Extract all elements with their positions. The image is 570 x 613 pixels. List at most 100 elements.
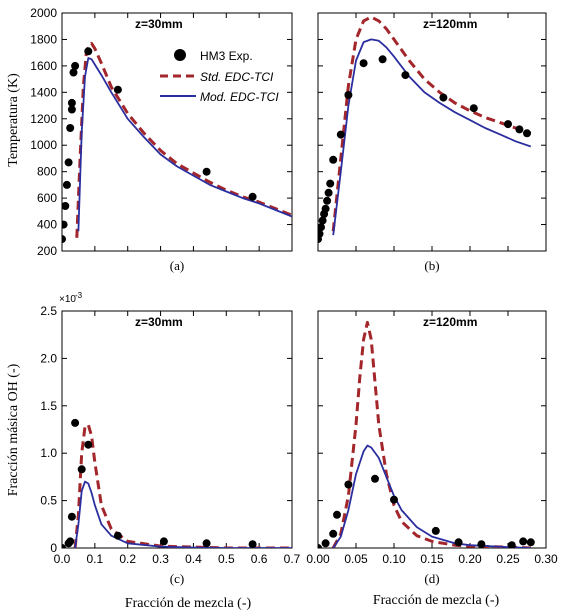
y-tick-label: 1200: [30, 112, 57, 126]
data-point-hm3-exp: [64, 158, 73, 167]
x-tick-label: 0.4: [185, 552, 202, 566]
plot-area: [318, 15, 532, 244]
data-point-hm3-exp: [62, 180, 71, 189]
plot-frame: [317, 310, 547, 549]
series-line-mod-edc-tci: [332, 38, 532, 236]
x-tick-label: 0.25: [496, 552, 520, 566]
panel-title: z=30mm: [135, 17, 183, 31]
data-point-hm3-exp: [336, 130, 345, 139]
data-point-hm3-exp: [113, 531, 122, 540]
data-point-hm3-exp: [69, 68, 78, 77]
data-point-hm3-exp: [469, 104, 478, 113]
y-tick-label: 0.5: [40, 494, 57, 508]
data-point-hm3-exp: [390, 495, 398, 504]
y-tick-label: 2.5: [40, 304, 57, 318]
data-point-hm3-exp: [67, 105, 76, 114]
data-point-hm3-exp: [477, 540, 486, 548]
data-point-hm3-exp: [329, 155, 338, 164]
data-point-hm3-exp: [344, 480, 353, 489]
x-axis-label-right: Fracción de mezcla (-): [373, 593, 500, 608]
data-point-hm3-exp: [67, 512, 76, 521]
data-point-hm3-exp: [202, 539, 211, 548]
chart-panel-b: z=120mm (b): [317, 12, 547, 273]
series-line-std-edc-tci: [331, 320, 531, 548]
y-tick-label: 800: [37, 165, 57, 179]
data-point-hm3-exp: [62, 220, 68, 229]
data-point-hm3-exp: [523, 129, 531, 138]
panel-title: z=120mm: [423, 17, 477, 31]
x-tick-label: 0.3: [152, 552, 169, 566]
plot-frame: [61, 12, 293, 252]
y-tick-label: 200: [37, 244, 57, 258]
x-tick-label: 0.1: [87, 552, 104, 566]
data-point-hm3-exp: [62, 544, 66, 548]
data-point-hm3-exp: [515, 125, 524, 134]
data-point-hm3-exp: [71, 418, 80, 427]
data-point-hm3-exp: [454, 538, 463, 547]
data-point-hm3-exp: [371, 474, 379, 483]
plot-area: [62, 418, 292, 548]
x-tick-label: 0.05: [344, 552, 368, 566]
plot-frame: [317, 12, 547, 252]
chart-panels: 200 400 600 800 1000 1200 1400 1600 1800 2000 z=30…: [30, 6, 558, 586]
legend-exp-marker: [174, 49, 186, 61]
x-tick-label: 0.20: [458, 552, 482, 566]
panel-label: (b): [424, 258, 439, 273]
data-point-hm3-exp: [326, 179, 335, 188]
data-point-hm3-exp: [318, 544, 322, 548]
data-point-hm3-exp: [84, 47, 93, 56]
data-point-hm3-exp: [519, 537, 528, 546]
data-point-hm3-exp: [84, 440, 93, 449]
data-point-hm3-exp: [318, 229, 324, 238]
plot-area: [62, 41, 292, 244]
x-axis-label-left: Fracción de mezcla (-): [125, 596, 252, 611]
y-tick-label: 1.5: [40, 399, 57, 413]
chart-panel-a: 200 400 600 800 1000 1200 1400 1600 1800 2000 z=30…: [30, 6, 293, 273]
x-tick-label: 0.6: [251, 552, 268, 566]
data-point-hm3-exp: [344, 91, 353, 99]
y-axis-label-oh: Fracción másica OH (-): [6, 363, 21, 496]
y-tick-label: 600: [37, 191, 57, 205]
data-point-hm3-exp: [329, 529, 338, 538]
x-tick-label: 0.2: [119, 552, 136, 566]
data-point-hm3-exp: [507, 541, 516, 548]
legend-mod-label: Mod. EDC-TCI: [200, 90, 279, 104]
data-point-hm3-exp: [333, 510, 341, 519]
y-tick-label: 400: [37, 218, 57, 232]
data-point-hm3-exp: [321, 204, 330, 213]
legend: HM3 Exp. Std. EDC-TCI Mod. EDC-TCI: [160, 49, 279, 104]
data-point-hm3-exp: [431, 526, 440, 535]
data-point-hm3-exp: [113, 85, 122, 94]
x-tick-label: 0.5: [218, 552, 235, 566]
y-tick-label: 1.0: [40, 446, 57, 460]
series-line-std-edc-tci: [73, 423, 292, 548]
data-point-hm3-exp: [202, 167, 211, 176]
y-tick-label: 2.0: [40, 351, 57, 365]
data-point-hm3-exp: [248, 192, 257, 201]
x-tick-label: 0.10: [382, 552, 406, 566]
y-tick-label: 1600: [30, 59, 57, 73]
data-point-hm3-exp: [62, 235, 66, 244]
plot-frame: [61, 310, 293, 549]
y-tick-label: 1000: [30, 138, 57, 152]
chart-panel-c: 0 0.5 1.0 1.5 2.0 2.5 0.0 0.1 0.2 0.3 0.4 0.5 0.6 0.7…: [40, 291, 300, 586]
data-point-hm3-exp: [159, 537, 168, 546]
y-multiplier: ×10: [59, 294, 76, 305]
chart-panel-d: 0.00 0.05 0.10 0.15 0.20 0.25 0.30 z=120mm (d): [306, 310, 558, 586]
data-point-hm3-exp: [526, 538, 535, 547]
data-point-hm3-exp: [71, 61, 80, 70]
data-point-hm3-exp: [66, 537, 75, 546]
plot-area: [318, 320, 535, 548]
y-axis-label-temperature: Temperatura (K): [6, 73, 21, 167]
x-tick-label: 0.00: [306, 552, 330, 566]
panel-label: (a): [170, 258, 184, 273]
panel-title: z=120mm: [423, 315, 477, 329]
data-point-hm3-exp: [318, 223, 325, 232]
panel-title: z=30mm: [135, 315, 183, 329]
data-point-hm3-exp: [248, 540, 257, 548]
x-tick-label: 0.30: [534, 552, 558, 566]
legend-exp-label: HM3 Exp.: [200, 49, 253, 63]
data-point-hm3-exp: [323, 196, 332, 205]
data-point-hm3-exp: [401, 71, 410, 80]
series-line-mod-edc-tci: [74, 480, 292, 548]
